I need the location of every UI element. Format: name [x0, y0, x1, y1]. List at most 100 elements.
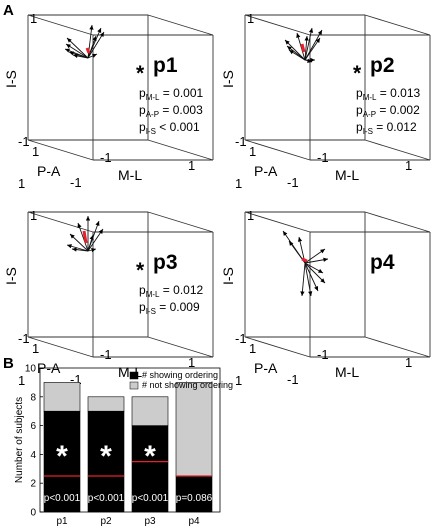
cube-edge	[244, 336, 311, 358]
cube-edge	[147, 14, 214, 36]
cube-edge	[364, 139, 431, 161]
axis-label-is: I-S	[220, 70, 236, 88]
arrowhead	[66, 44, 71, 49]
cube-edge	[364, 336, 431, 358]
bar-pvalue-p4: p=0.086	[176, 493, 213, 504]
direction-vector	[301, 262, 306, 297]
tick-label-is-topcorner: 1	[30, 208, 37, 223]
p-value-i-s: pI-S = 0.009	[139, 300, 200, 316]
cube-edge	[364, 14, 431, 36]
legend-label-0: # showing ordering	[142, 370, 218, 380]
tick-label-pa-front: 1	[235, 373, 242, 388]
arrowhead	[296, 33, 301, 38]
p-value-i-s: pI-S < 0.001	[139, 120, 200, 136]
y-tick-label: 6	[30, 421, 36, 432]
x-tick-label-p4: p4	[188, 516, 200, 527]
arrowhead	[92, 53, 97, 58]
arrowhead	[315, 38, 320, 43]
tick-label-ml-left: -1	[100, 150, 112, 165]
cube-edge	[244, 139, 311, 161]
cube-edge	[27, 139, 94, 161]
axis-label-pa: P-A	[254, 360, 278, 376]
bar-p1-not-showing	[43, 382, 81, 412]
subplot-title: p3	[153, 251, 178, 274]
bar-p4-not-showing	[175, 382, 213, 477]
y-tick-label: 8	[30, 392, 36, 403]
arrowhead	[72, 247, 77, 252]
bar-p3-showing	[131, 425, 169, 513]
y-tick-label: 0	[30, 508, 36, 519]
bar-p2-not-showing	[87, 396, 125, 412]
plot-frame	[39, 367, 221, 513]
arrowhead	[67, 244, 72, 249]
tick-label-is-bottom: -1	[235, 331, 247, 346]
direction-vector	[304, 27, 313, 61]
p-value-m-l: pM-L = 0.012	[139, 283, 204, 299]
arrowhead	[97, 28, 102, 33]
legend-swatch-1	[129, 381, 139, 390]
axis-label-is: I-S	[220, 267, 236, 285]
tick-label-is-top: 1	[249, 144, 256, 159]
tick-label-is-top: 1	[32, 341, 39, 356]
direction-vector	[304, 262, 326, 284]
direction-vector	[284, 39, 306, 61]
arrowhead	[285, 40, 290, 45]
y-axis-label: Number of subjects	[14, 397, 25, 483]
tick-label-is-bottom: -1	[18, 331, 30, 346]
arrowhead	[317, 30, 322, 35]
tick-label-pa-back: -1	[287, 175, 299, 190]
significance-star: *	[136, 259, 145, 282]
bar-star-p1: *	[56, 440, 68, 473]
cube-edge	[27, 211, 94, 233]
tick-label-ml-right: 1	[188, 158, 195, 173]
cube-edge	[147, 139, 214, 161]
mean-vector-red	[82, 230, 88, 244]
arrowhead	[65, 48, 70, 53]
arrowhead	[95, 221, 100, 226]
arrowhead	[92, 36, 97, 41]
tick-label-is-topcorner: 1	[30, 11, 37, 26]
panel-a-label: A	[3, 2, 14, 19]
tick-label-pa-front: 1	[235, 176, 242, 191]
arrowhead	[283, 231, 288, 236]
p-value-a-p: pA-P = 0.003	[139, 103, 203, 119]
arrowhead	[320, 249, 325, 254]
arrowhead	[89, 235, 94, 240]
arrowhead	[69, 51, 74, 56]
p-value-m-l: pM-L = 0.001	[139, 86, 204, 102]
p-value-a-p: pA-P = 0.002	[356, 103, 420, 119]
significance-star: *	[353, 62, 362, 85]
axis-label-is: I-S	[3, 267, 19, 285]
arrowhead	[318, 268, 323, 273]
axis-label-is: I-S	[3, 70, 19, 88]
axis-label-ml: M-L	[335, 167, 359, 183]
arrowhead	[287, 46, 292, 51]
axis-label-ml: M-L	[335, 364, 359, 380]
bar-pvalue-p1: p<0.001	[44, 493, 81, 504]
direction-vector	[66, 37, 89, 59]
y-tick-label: 4	[30, 450, 36, 461]
tick-label-pa-back: -1	[70, 175, 82, 190]
cube-edge	[244, 14, 311, 36]
tick-label-ml-left: -1	[317, 347, 329, 362]
cube-edge	[27, 14, 94, 36]
tick-label-pa-front: 1	[18, 373, 25, 388]
direction-vector	[87, 31, 105, 59]
direction-vector	[304, 262, 312, 297]
cube-edge	[147, 211, 214, 233]
tick-label-is-topcorner: 1	[247, 11, 254, 26]
tick-label-ml-left: -1	[317, 150, 329, 165]
x-tick-label-p2: p2	[100, 516, 112, 527]
arrowhead	[99, 32, 104, 37]
y-tick-label: 10	[25, 364, 37, 375]
x-tick-label-p3: p3	[144, 516, 156, 527]
arrowhead	[310, 57, 315, 63]
tick-label-ml-right: 1	[405, 355, 412, 370]
x-tick-label-p1: p1	[56, 516, 68, 527]
direction-vector	[296, 32, 306, 61]
